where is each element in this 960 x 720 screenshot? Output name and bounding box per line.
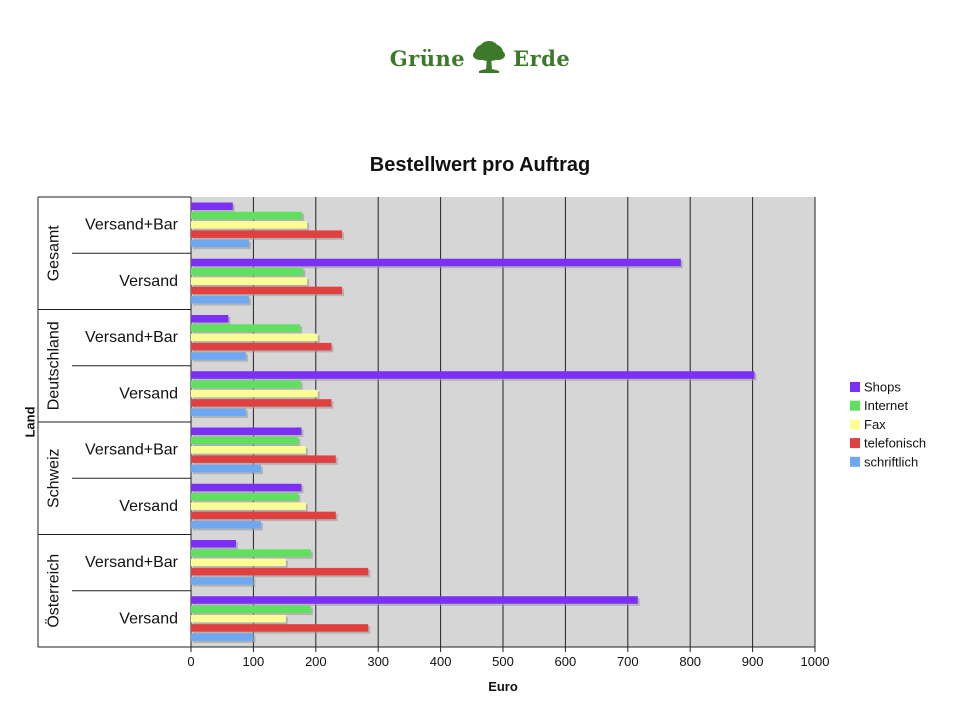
bar-telefonisch [191, 624, 369, 632]
y-axis-title: Land [23, 406, 38, 437]
x-tick-label: 200 [305, 654, 327, 669]
bar-schriftlich [191, 633, 254, 641]
bar-telefonisch [191, 455, 336, 463]
bar-schriftlich [191, 577, 254, 585]
x-tick-label: 1000 [801, 654, 830, 669]
bar-telefonisch [191, 567, 369, 576]
bar-schriftlich [191, 464, 261, 473]
x-tick-label: 100 [243, 654, 265, 669]
bar-telefonisch [191, 342, 332, 351]
x-tick-label: 600 [555, 654, 577, 669]
bar-fax [191, 614, 286, 623]
tree-icon [473, 41, 506, 73]
legend-label: Fax [864, 417, 886, 432]
x-tick-label: 500 [492, 654, 514, 669]
group-label: Gesamt [46, 225, 63, 282]
legend-swatch [850, 456, 860, 467]
legend-label: schriftlich [864, 454, 918, 469]
bar-telefonisch [191, 230, 343, 238]
x-axis-title: Euro [488, 679, 518, 694]
bar-fax [191, 389, 318, 398]
legend-swatch [850, 400, 860, 411]
bar-shops [191, 202, 233, 210]
category-label: Versand [119, 498, 178, 515]
bar-internet [191, 549, 311, 557]
legend-label: Shops [864, 380, 901, 395]
x-tick-label: 700 [617, 654, 639, 669]
bar-fax [191, 333, 318, 342]
x-tick-label: 900 [742, 654, 764, 669]
category-label: Versand [119, 273, 178, 290]
bar-shops [191, 596, 638, 604]
brand-logo: Grüne Erde [0, 38, 960, 78]
category-label: Versand [119, 385, 178, 402]
bar-internet [191, 268, 304, 276]
brand-word-left: Grüne [389, 45, 466, 71]
bar-shops [191, 540, 236, 548]
bar-telefonisch [191, 286, 343, 295]
bar-shops [191, 371, 755, 379]
bar-internet [191, 211, 303, 220]
legend-swatch [850, 438, 860, 449]
legend-label: Internet [864, 398, 908, 413]
x-tick-label: 0 [187, 654, 194, 669]
x-tick-label: 400 [430, 654, 452, 669]
category-label: Versand+Bar [85, 217, 179, 234]
bar-fax [191, 446, 306, 454]
category-label: Versand [119, 610, 178, 627]
bar-fax [191, 558, 286, 567]
x-tick-label: 300 [367, 654, 389, 669]
chart-title: Bestellwert pro Auftrag [370, 154, 590, 176]
category-label: Versand+Bar [85, 442, 179, 459]
bar-internet [191, 324, 301, 332]
legend-swatch [850, 382, 860, 392]
group-label: Österreich [45, 554, 63, 628]
bar-schriftlich [191, 408, 246, 416]
bar-telefonisch [191, 511, 336, 520]
bar-shops [191, 427, 302, 435]
group-label: Schweiz [46, 448, 63, 508]
bar-shops [191, 315, 229, 323]
x-tick-label: 800 [679, 654, 701, 669]
bar-schriftlich [191, 352, 246, 360]
bar-shops [191, 258, 681, 267]
category-label: Versand+Bar [85, 554, 179, 571]
bar-schriftlich [191, 295, 250, 304]
brand-word-right: Erde [513, 45, 571, 71]
category-label: Versand+Bar [85, 329, 179, 346]
legend-label: telefonisch [864, 436, 926, 451]
bar-shops [191, 483, 302, 492]
group-label: Deutschland [46, 321, 63, 410]
bar-schriftlich [191, 520, 261, 529]
bar-internet [191, 380, 301, 389]
bar-fax [191, 221, 308, 229]
bar-telefonisch [191, 399, 332, 407]
legend-swatch [850, 419, 860, 430]
bar-internet [191, 436, 299, 445]
bar-internet [191, 605, 311, 614]
bar-fax [191, 277, 308, 285]
bar-fax [191, 502, 306, 510]
bar-internet [191, 493, 299, 501]
bar-schriftlich [191, 239, 250, 248]
